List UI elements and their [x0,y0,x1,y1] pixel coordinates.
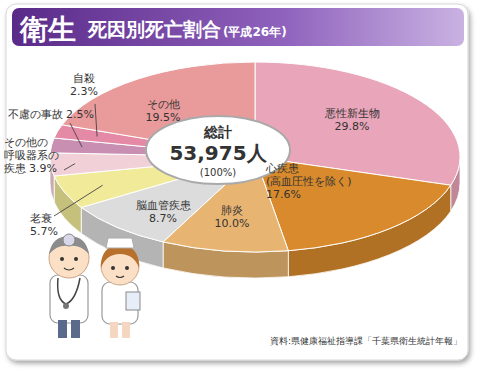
slice [255,62,460,185]
doctor-eye [74,257,78,261]
doctor-mouth [64,268,74,270]
pie-slices [50,62,460,252]
slice-label: 悪性新生物 [324,107,380,120]
title-banner [12,8,464,46]
total-percent: (100%) [200,167,236,178]
slice-label-line: 心疾患 [265,162,299,175]
nurse-eye [125,266,129,270]
nurse-leg [110,322,118,338]
illustration [49,234,140,338]
nurse-leg [122,322,130,338]
slice-label: 老衰 [30,212,52,225]
slice-label: その他 [147,98,180,111]
doctor-eye [60,257,64,261]
doctor-leg [58,320,67,338]
doctor-mirror [63,234,75,246]
slice-label: 不慮の事故 [8,108,63,121]
card [6,4,468,360]
value-label: 19.5% [146,111,181,124]
slice-label-line: その他 [147,98,180,111]
doctor-coat [50,275,88,323]
slice-label-line: 肺炎 [221,204,243,217]
stethoscope [58,278,80,304]
doctor-leg [71,320,80,338]
slice-label-line: 悪性新生物 [324,107,380,120]
total-value: 53,975人 [169,141,267,165]
value-label: 8.7% [149,212,177,225]
period: (平成26年) [223,25,287,39]
clipboard [126,292,140,310]
slice-label: その他の呼吸器系の疾患 [4,136,59,175]
title: 衛生 [19,13,76,46]
leader-line [64,164,75,170]
source: 資料:県健康福祉指導課「千葉県衛生統計年報」 [270,336,462,346]
value-label: 2.5% [66,108,94,121]
total-title: 総計 [203,124,232,140]
value-label: 17.6% [266,188,301,201]
chart: 衛生死因別死亡割合(平成26年) 総計53,975人 (100%) 悪性新生物29.8… [0,0,480,375]
value-label: 2.3% [70,85,98,98]
subtitle: 死因別死亡割合 [87,18,221,40]
slice-label-line: 老衰 [30,212,52,225]
slice-label-line: その他の [4,136,48,149]
value-label: 5.7% [30,225,58,238]
slice-label: 肺炎 [221,204,243,217]
value-label: 29.8% [335,120,370,133]
nurse-eye [111,266,115,270]
slice-label: 脳血管疾患 [136,199,191,212]
slice-label: 心疾患(高血圧性を除く) [265,162,352,188]
slice-label-line: 不慮の事故 [8,108,63,121]
value-label: 3.9% [29,162,57,175]
slice-label-line: 呼吸器系の [4,149,59,162]
leader-line [54,185,103,216]
slice-label: 自殺 [73,72,95,85]
slice-label-line: (高血圧性を除く) [266,175,352,188]
nurse-cap [106,238,134,248]
slice-label-line: 自殺 [73,72,95,85]
slice [255,157,451,251]
leader-line [95,104,97,136]
slice-label-line: 脳血管疾患 [136,199,191,212]
nurse-mouth [116,276,124,278]
leader-line [70,123,82,147]
slice-label-line: 疾患 [4,162,26,175]
value-label: 10.0% [215,217,250,230]
stethoscope-end [63,303,69,309]
